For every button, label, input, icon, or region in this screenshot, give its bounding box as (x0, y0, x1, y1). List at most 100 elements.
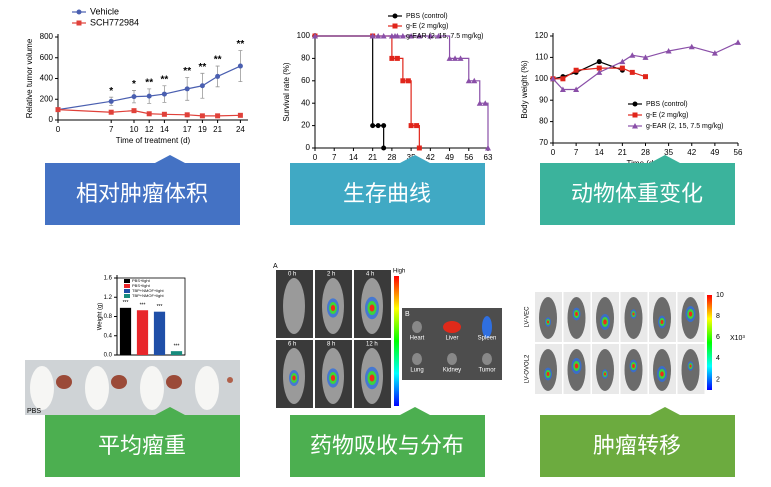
x-tick-label: 49 (710, 148, 719, 157)
x-tick-label: 0 (551, 148, 556, 157)
organ-label: Kidney (443, 368, 461, 374)
legend-swatch (124, 289, 130, 293)
annotation: * (109, 86, 113, 97)
x-tick-label: 42 (687, 148, 696, 157)
color-scale (394, 276, 399, 406)
annotation: ** (161, 74, 169, 85)
organ (447, 353, 457, 365)
marker (199, 113, 205, 119)
panel-label: 肿瘤转移 (593, 434, 681, 459)
time-label: 4 h (366, 272, 374, 278)
marker (184, 112, 190, 118)
organ-label: Lung (410, 368, 423, 374)
x-tick-label: 7 (332, 153, 337, 162)
label-box (540, 155, 735, 225)
group-label: LV-OVOL2 (525, 354, 531, 383)
signal (688, 311, 693, 317)
y-tick-label: 80 (539, 117, 548, 126)
annotation: *** (123, 300, 129, 306)
y-tick-label: 20 (301, 121, 310, 130)
scale-label: High (393, 269, 405, 275)
marker (370, 123, 376, 129)
marker (375, 123, 381, 129)
bar (136, 310, 149, 355)
y-tick-label: 0.8 (104, 314, 113, 320)
marker (400, 78, 406, 84)
y-tick-label: 0 (49, 115, 54, 124)
x-tick-label: 14 (595, 148, 604, 157)
signal (546, 320, 550, 324)
marker (482, 100, 489, 106)
time-label: 2 h (327, 272, 335, 278)
marker (471, 77, 478, 84)
label-box (540, 407, 735, 477)
y-axis-label: Survival rate (%) (282, 62, 291, 121)
legend-label: g-EAR (2, 15, 7.5 mg/kg) (406, 33, 483, 40)
legend-label: PBS+light (132, 283, 151, 288)
organ-label: Liver (445, 336, 458, 342)
time-label: 8 h (327, 342, 335, 348)
x-tick-label: 28 (387, 153, 396, 162)
mouse (195, 366, 219, 410)
legend-swatch (124, 279, 130, 283)
marker (735, 39, 741, 45)
y-tick-label: 0.4 (104, 333, 113, 339)
marker (457, 55, 464, 61)
annotation: ** (145, 78, 153, 89)
marker (199, 83, 205, 89)
time-label: 12 h (366, 342, 378, 348)
y-tick-label: 80 (301, 54, 310, 63)
x-tick-label: 24 (236, 125, 245, 134)
marker (108, 98, 114, 104)
signal (330, 305, 336, 311)
marker (642, 54, 649, 60)
marker (408, 123, 414, 129)
time-label: 6 h (288, 342, 296, 348)
series-line (315, 35, 385, 148)
organ (412, 353, 422, 365)
x-tick-label: 7 (109, 125, 114, 134)
marker (485, 145, 491, 151)
x-tick-label: 49 (445, 153, 454, 162)
signal (574, 363, 579, 369)
marker (399, 33, 406, 39)
marker (312, 33, 318, 39)
marker (131, 108, 137, 114)
bar (153, 311, 166, 355)
annotation: ** (183, 66, 191, 77)
marker (643, 74, 648, 80)
bar (170, 351, 183, 355)
bar (119, 307, 132, 355)
x-tick-label: 7 (574, 148, 579, 157)
panel-label: 药物吸收与分布 (310, 434, 464, 459)
y-tick-label: 1.6 (104, 276, 113, 282)
legend-label: PBS (control) (406, 13, 448, 20)
x-tick-label: 35 (664, 148, 673, 157)
signal (369, 374, 375, 382)
legend-label: g-EAR (2, 15, 7.5 mg/kg) (646, 123, 723, 130)
marker (131, 94, 137, 100)
marker (688, 43, 695, 50)
marker (416, 33, 423, 39)
marker (427, 33, 434, 39)
marker (380, 33, 387, 39)
x-tick-label: 28 (641, 148, 650, 157)
color-scale (707, 295, 712, 390)
marker (435, 33, 442, 39)
marker (184, 86, 190, 92)
signal (330, 375, 336, 381)
legend-label: TBP+NMOF+light (132, 293, 164, 298)
y-tick-label: 120 (535, 31, 549, 40)
marker (550, 75, 556, 82)
marker (711, 50, 718, 56)
x-tick-label: 21 (368, 153, 377, 162)
marker (465, 77, 472, 84)
signal (603, 319, 607, 325)
annotation: ** (237, 39, 245, 50)
organ (412, 321, 422, 333)
organ-label: Tumor (478, 368, 495, 374)
organ-label: Spleen (478, 336, 497, 342)
group-label: PBS (27, 408, 41, 415)
signal (575, 312, 578, 316)
panel-label: 平均瘤重 (98, 434, 186, 459)
